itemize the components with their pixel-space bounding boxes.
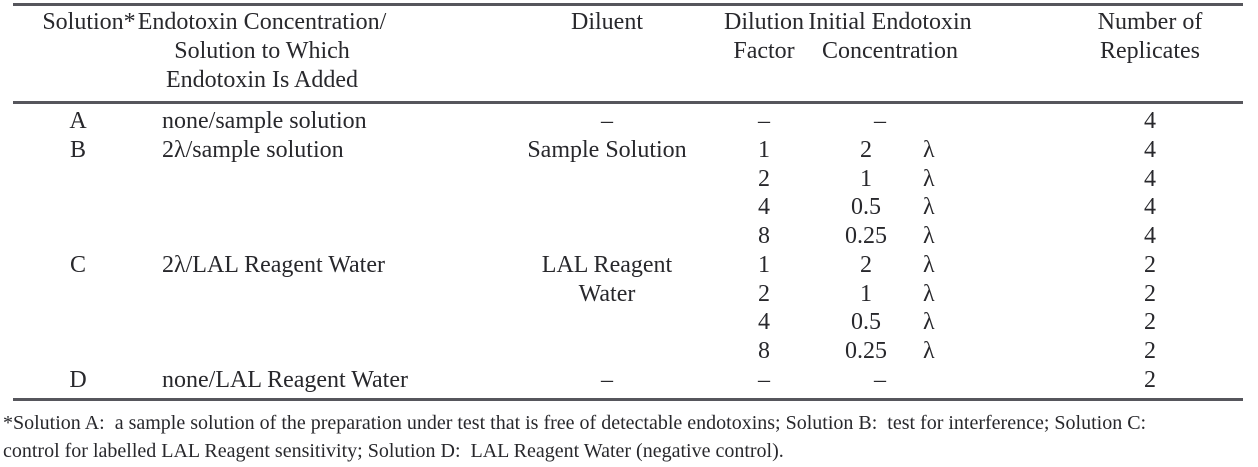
cell-replicates: 4 bbox=[1144, 223, 1156, 250]
cell-replicates: 2 bbox=[1144, 338, 1156, 365]
column-header-solution: Solution* bbox=[14, 8, 164, 37]
cell-replicates: 2 bbox=[1144, 309, 1156, 336]
column-header-line: Initial Endotoxin bbox=[808, 9, 972, 35]
column-header-line: Factor bbox=[733, 38, 795, 64]
initial-concentration-value: 2 bbox=[860, 136, 872, 163]
cell-dilution-factor: – bbox=[758, 108, 770, 134]
lambda-symbol: λ bbox=[923, 338, 935, 365]
table-rule-top bbox=[13, 3, 1243, 6]
column-header-line: Solution to Which bbox=[174, 38, 350, 64]
column-header-line: Number of bbox=[1097, 9, 1203, 35]
column-header-line: Dilution bbox=[723, 9, 804, 35]
table-row: B 2λ/sample solution Sample Solution 1 2 λ 4 bbox=[0, 136, 1258, 165]
cell-replicates: 4 bbox=[1144, 108, 1156, 134]
cell-replicates: 2 bbox=[1144, 280, 1156, 307]
cell-solution: C bbox=[69, 251, 86, 278]
column-header-line: Diluent bbox=[571, 9, 643, 35]
column-header-number-of-replicates: Number of Replicates bbox=[1060, 8, 1240, 66]
cell-solution: B bbox=[69, 136, 86, 163]
cell-initial-endotoxin-concentration: – bbox=[800, 366, 990, 395]
cell-dilution-factor: 4 bbox=[758, 194, 770, 221]
table-row: C 2λ/LAL Reagent Water LAL Reagent 1 2 λ 2 bbox=[0, 251, 1258, 280]
cell-diluent: – bbox=[601, 366, 613, 393]
cell-dilution-factor: 1 bbox=[758, 136, 770, 163]
column-header-line: Endotoxin Is Added bbox=[166, 67, 358, 93]
cell-replicates: 4 bbox=[1144, 194, 1156, 221]
table-row: 4 0.5 λ 2 bbox=[0, 308, 1258, 337]
cell-solution: D bbox=[69, 366, 87, 393]
cell-replicates: 4 bbox=[1144, 136, 1156, 163]
column-header-line: Solution* bbox=[42, 9, 136, 35]
cell-endotoxin-concentration: 2λ/LAL Reagent Water bbox=[162, 251, 385, 278]
cell-replicates: 4 bbox=[1144, 165, 1156, 192]
column-header-diluent: Diluent bbox=[497, 8, 717, 37]
table-rule-header-separator bbox=[13, 101, 1243, 104]
initial-concentration-value: 0.25 bbox=[845, 223, 887, 250]
table-row: 8 0.25 λ 2 bbox=[0, 337, 1258, 366]
lambda-symbol: λ bbox=[923, 309, 935, 336]
table-rule-bottom bbox=[13, 398, 1243, 401]
initial-concentration-value: 0.25 bbox=[845, 338, 887, 365]
cell-endotoxin-concentration: none/LAL Reagent Water bbox=[162, 366, 408, 393]
footnote-line-2: control for labelled LAL Reagent sensiti… bbox=[3, 440, 784, 462]
footnote-line-1: *Solution A: a sample solution of the pr… bbox=[3, 412, 1147, 434]
initial-concentration-value: 1 bbox=[860, 280, 872, 307]
lambda-symbol: λ bbox=[923, 165, 935, 192]
dash: – bbox=[874, 366, 886, 393]
cell-dilution-factor: 1 bbox=[758, 251, 770, 278]
table-row: 8 0.25 λ 4 bbox=[0, 222, 1258, 251]
lambda-symbol: λ bbox=[923, 223, 935, 250]
column-header-line: Endotoxin Concentration/ bbox=[137, 9, 387, 35]
cell-dilution-factor: 8 bbox=[758, 338, 770, 365]
cell-dilution-factor: 2 bbox=[758, 280, 770, 307]
cell-dilution-factor: 4 bbox=[758, 309, 770, 336]
cell-diluent: LAL Reagent bbox=[541, 251, 673, 278]
column-header-dilution-factor: Dilution Factor bbox=[689, 8, 839, 66]
column-header-line: Replicates bbox=[1100, 38, 1200, 64]
cell-diluent: Sample Solution bbox=[527, 136, 687, 163]
cell-endotoxin-concentration: 2λ/sample solution bbox=[162, 136, 344, 163]
column-header-line: Concentration bbox=[822, 38, 958, 64]
initial-concentration-value: 0.5 bbox=[851, 309, 881, 336]
initial-concentration-value: 2 bbox=[860, 251, 872, 278]
lambda-symbol: λ bbox=[923, 280, 935, 307]
cell-diluent: Water bbox=[578, 280, 636, 307]
cell-dilution-factor: 8 bbox=[758, 223, 770, 250]
cell-initial-endotoxin-concentration: 0.25 λ bbox=[800, 222, 990, 251]
cell-replicates: 2 bbox=[1144, 251, 1156, 278]
cell-initial-endotoxin-concentration: – bbox=[800, 107, 990, 136]
cell-initial-endotoxin-concentration: 0.5 λ bbox=[800, 193, 990, 222]
column-header-endotoxin-concentration: Endotoxin Concentration/ Solution to Whi… bbox=[122, 8, 402, 95]
cell-dilution-factor: 2 bbox=[758, 165, 770, 192]
column-header-initial-endotoxin-concentration: Initial Endotoxin Concentration bbox=[795, 8, 985, 66]
cell-diluent: – bbox=[601, 108, 613, 134]
table-row: 4 0.5 λ 4 bbox=[0, 193, 1258, 222]
cell-initial-endotoxin-concentration: 0.5 λ bbox=[800, 308, 990, 337]
lambda-symbol: λ bbox=[923, 251, 935, 278]
cell-dilution-factor: – bbox=[758, 366, 770, 393]
cell-initial-endotoxin-concentration: 0.25 λ bbox=[800, 337, 990, 366]
lambda-symbol: λ bbox=[923, 136, 935, 163]
cell-replicates: 2 bbox=[1144, 366, 1156, 393]
cell-solution: A bbox=[69, 108, 87, 134]
dash: – bbox=[874, 108, 886, 134]
initial-concentration-value: 0.5 bbox=[851, 194, 881, 221]
lambda-symbol: λ bbox=[923, 194, 935, 221]
table-row: Water 2 1 λ 2 bbox=[0, 280, 1258, 309]
initial-concentration-value: 1 bbox=[860, 165, 872, 192]
cell-endotoxin-concentration: none/sample solution bbox=[162, 108, 367, 134]
